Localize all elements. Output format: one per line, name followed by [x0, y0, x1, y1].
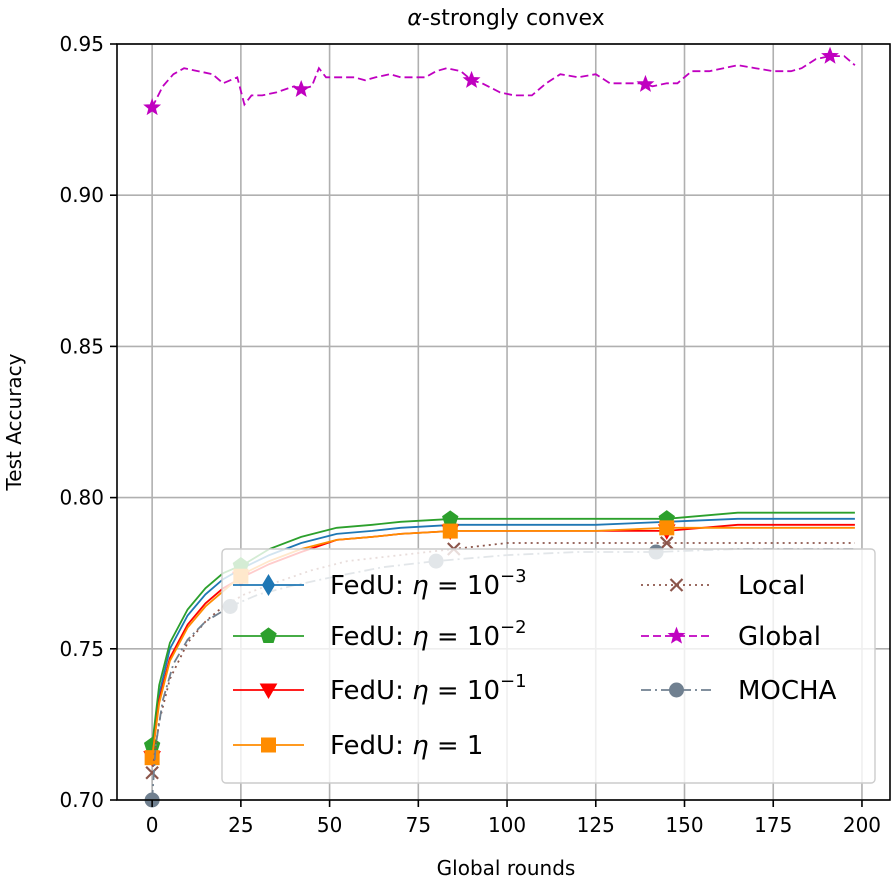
legend-sep-fedu2: : [395, 622, 412, 652]
x-tick-label-0: 0 [146, 813, 159, 837]
title-rest: -strongly convex [422, 6, 605, 31]
legend-box [221, 548, 876, 784]
legend-exp-fedu2: −2 [500, 617, 527, 638]
series-line-fedu4 [151, 526, 855, 758]
legend-eta-fedu2: η [412, 622, 428, 652]
marker-fedu4-0 [144, 750, 160, 766]
legend-marker-local [669, 578, 684, 592]
legend-label-local: Local [738, 571, 805, 601]
x-tick-label-4: 100 [488, 813, 526, 837]
y-tick-label-4: 0.90 [59, 183, 104, 207]
marker-fedu4-2 [442, 523, 458, 539]
series-line-global [151, 55, 856, 108]
legend-label-fedu1: FedU: η = 10−3 [330, 566, 527, 601]
legend-eq-fedu2: = [429, 622, 467, 652]
x-tick-label-6: 150 [665, 813, 703, 837]
legend-eq-fedu3: = [429, 676, 467, 706]
legend-item-global: Global [641, 622, 821, 652]
legend-sep-fedu1: : [395, 571, 412, 601]
legend-marker-fedu4 [261, 737, 276, 753]
marker-global-1 [292, 79, 311, 97]
y-tick-label-2: 0.80 [59, 486, 104, 510]
legend-name-fedu2: FedU [330, 622, 395, 652]
y-tick-label-5: 0.95 [59, 32, 104, 56]
legend-marker-global [667, 626, 686, 644]
marker-global-3 [636, 74, 655, 92]
legend-exp-fedu1: −3 [500, 566, 527, 587]
legend-exp-fedu3: −1 [500, 671, 527, 692]
x-tick-label-2: 50 [317, 813, 342, 837]
legend-label-fedu3: FedU: η = 10−1 [330, 671, 527, 706]
x-axis-label: Global rounds [437, 856, 576, 880]
series-line-fedu2 [151, 511, 855, 746]
series-global [143, 46, 856, 116]
marker-local-0 [145, 766, 159, 780]
legend-item-fedu3: FedU: η = 10−1 [233, 671, 527, 706]
legend-name-mocha: MOCHA [738, 676, 837, 706]
legend-item-fedu1: FedU: η = 10−3 [233, 566, 527, 601]
legend-base-fedu1: 10 [467, 571, 500, 601]
plot-frame [116, 43, 891, 801]
legend-base-fedu3: 10 [467, 676, 500, 706]
legend-name-fedu3: FedU [330, 676, 395, 706]
legend-marker-fedu2 [260, 627, 277, 643]
marker-local-2 [659, 536, 674, 550]
marker-fedu2-2 [442, 510, 459, 526]
chart-title: α-strongly convex [407, 6, 604, 31]
legend-label-fedu4: FedU: η = 1 [330, 731, 483, 761]
marker-fedu4-3 [659, 520, 675, 536]
legend-item-fedu2: FedU: η = 10−2 [233, 617, 527, 652]
y-tick-label-3: 0.85 [59, 334, 104, 358]
legend-name-fedu1: FedU [330, 571, 395, 601]
x-tick-label-8: 200 [843, 813, 881, 837]
x-tick-label-3: 75 [406, 813, 431, 837]
legend-base-fedu2: 10 [467, 622, 500, 652]
ticks: 0 25 50 75 100 125 150 175 200 0.70 0.75 0.80 0.85 0.… [59, 32, 881, 837]
legend-marker-mocha [669, 682, 684, 698]
legend-eta-fedu4: η [412, 731, 428, 761]
legend-eta-fedu3: η [412, 676, 428, 706]
legend-name-fedu4: FedU [330, 731, 395, 761]
legend-item-mocha: MOCHA [641, 676, 837, 706]
legend-label-global: Global [738, 622, 821, 652]
series-line-fedu1 [151, 517, 855, 752]
legend-name-global: Global [738, 622, 821, 652]
y-axis-label: Test Accuracy [2, 353, 26, 491]
legend-eta-fedu1: η [412, 571, 428, 601]
legend-base-fedu4: 1 [467, 731, 484, 761]
marker-global-4 [821, 46, 839, 64]
marker-global-2 [462, 70, 481, 88]
legend-label-mocha: MOCHA [738, 676, 837, 706]
x-tick-label-7: 175 [754, 813, 792, 837]
x-tick-label-1: 25 [228, 813, 253, 837]
legend-sep-fedu4: : [395, 731, 412, 761]
legend-sep-fedu3: : [395, 676, 412, 706]
legend-marker-fedu3 [259, 683, 278, 700]
marker-global-0 [143, 98, 162, 116]
legend-name-local: Local [738, 571, 805, 601]
legend-eq-fedu1: = [429, 571, 467, 601]
legend-marker-fedu1 [261, 574, 276, 596]
legend-label-fedu2: FedU: η = 10−2 [330, 617, 527, 652]
legend-item-local: Local [641, 571, 805, 601]
y-tick-label-1: 0.75 [59, 637, 104, 661]
title-alpha: α [407, 6, 422, 31]
legend-eq-fedu4: = [429, 731, 467, 761]
x-tick-label-5: 125 [577, 813, 615, 837]
y-tick-label-0: 0.70 [59, 788, 104, 812]
legend-item-fedu4: FedU: η = 1 [233, 731, 483, 761]
